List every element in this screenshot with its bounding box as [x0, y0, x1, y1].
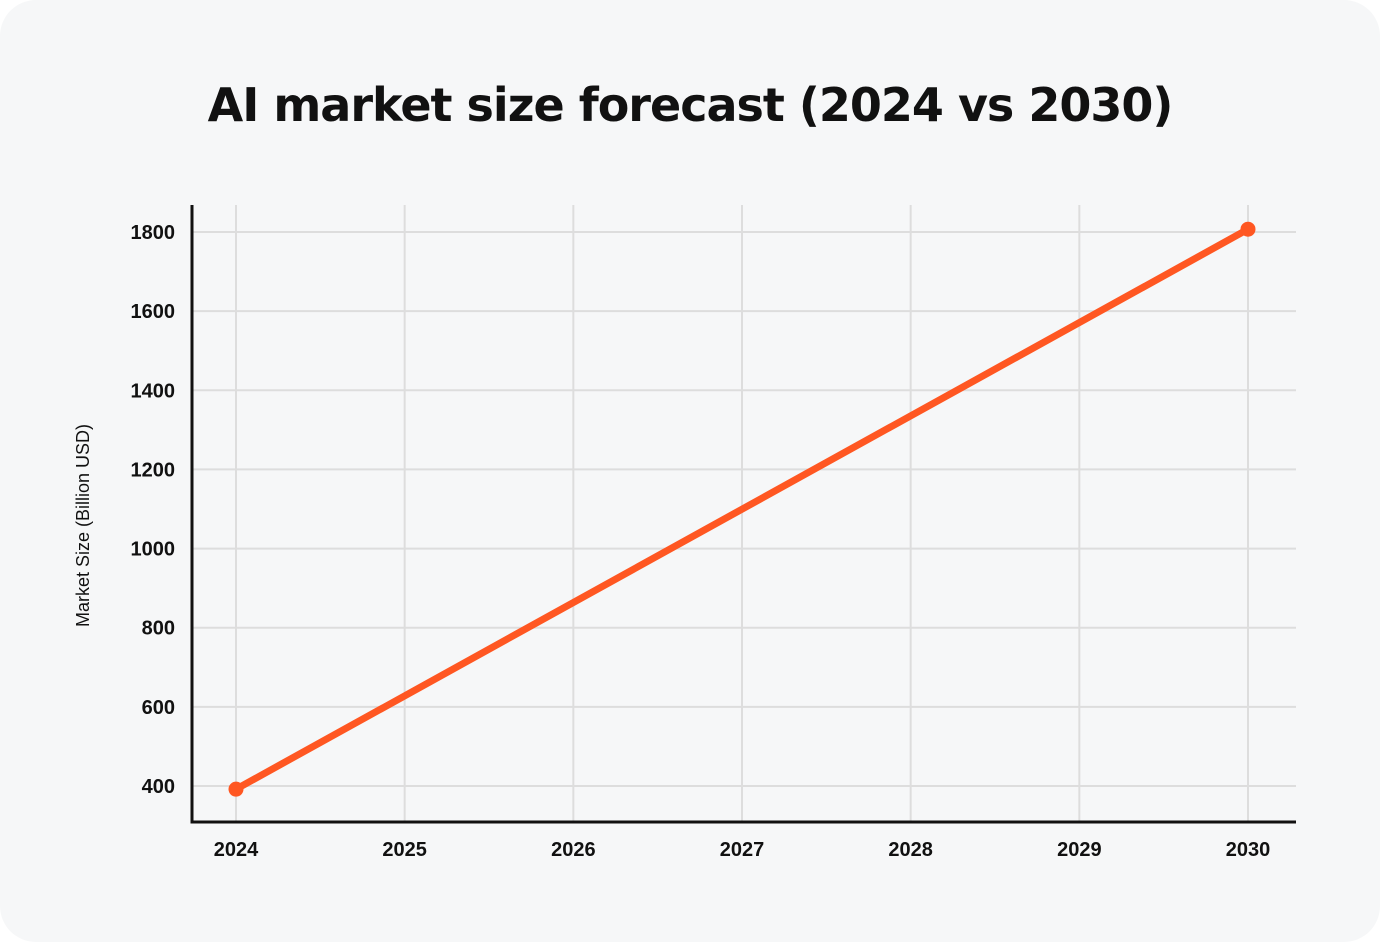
data-point [1240, 221, 1256, 237]
x-tick-label: 2025 [382, 839, 427, 861]
y-tick-label: 1600 [131, 301, 176, 323]
y-tick-label: 600 [142, 697, 175, 719]
x-tick-label: 2024 [214, 839, 259, 861]
x-tick-label: 2029 [1057, 839, 1102, 861]
x-tick-label: 2026 [551, 839, 596, 861]
x-tick-label: 2027 [720, 839, 765, 861]
y-tick-label: 1000 [131, 539, 176, 561]
series-line [232, 225, 1252, 793]
x-tick-label: 2030 [1226, 839, 1271, 861]
y-tick-label: 400 [142, 776, 175, 798]
chart-title: AI market size forecast (2024 vs 2030) [207, 78, 1174, 132]
data-point [228, 781, 244, 797]
y-tick-label: 1400 [131, 380, 176, 402]
y-tick-label: 1200 [131, 459, 176, 481]
y-tick-label: 1800 [131, 222, 176, 244]
y-tick-label: 800 [142, 618, 175, 640]
y-axis-label: Market Size (Billion USD) [73, 424, 93, 627]
x-tick-label: 2028 [888, 839, 933, 861]
